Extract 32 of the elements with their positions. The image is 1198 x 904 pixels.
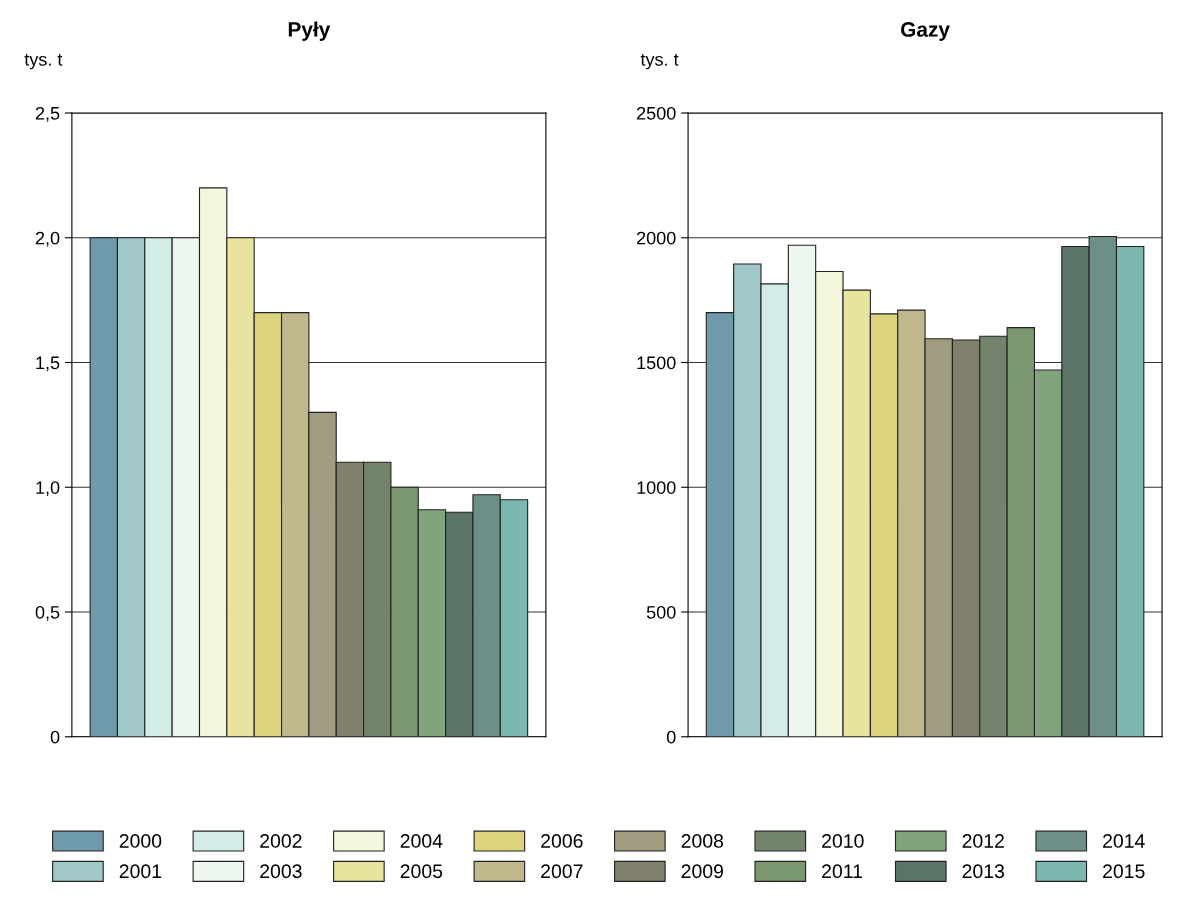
y-tick-label: 1000 <box>637 481 676 494</box>
y-tick-label: 0 <box>50 730 60 744</box>
legend-label: 2007 <box>541 864 583 879</box>
y-tick-label: 0 <box>666 730 676 744</box>
legend-label: 2013 <box>962 864 1005 879</box>
legend-label: 2004 <box>400 834 443 848</box>
y-axis-title: tys. t <box>640 53 679 70</box>
chart-title: Pyły <box>288 21 331 41</box>
y-tick-label: 2500 <box>637 106 676 120</box>
chart-title: Gazy <box>901 22 950 41</box>
y-tick-label: 1,5 <box>36 356 60 372</box>
legend-label: 2003 <box>260 864 302 879</box>
y-tick-label: 2,0 <box>35 231 60 247</box>
legend-label: 2014 <box>1103 834 1145 848</box>
y-tick-label: 2,5 <box>35 106 60 122</box>
y-tick-label: 0,5 <box>35 605 60 621</box>
legend-label: 2002 <box>260 834 302 848</box>
legend-label: 2005 <box>400 864 443 879</box>
legend-label: 2009 <box>681 864 723 879</box>
legend-label: 2001 <box>119 864 162 879</box>
legend-label: 2011 <box>822 864 863 879</box>
y-axis-title: tys. t <box>24 53 63 70</box>
legend-label: 2008 <box>681 834 724 848</box>
y-tick-label: 1,0 <box>36 481 60 497</box>
legend-label: 2006 <box>541 834 583 848</box>
legend-label: 2012 <box>962 834 1004 848</box>
legend-label: 2015 <box>1103 864 1145 879</box>
legend-label: 2010 <box>822 834 864 848</box>
legend-label: 2000 <box>119 834 162 848</box>
y-tick-label: 1500 <box>637 356 676 370</box>
y-tick-label: 2000 <box>637 231 676 245</box>
y-tick-label: 500 <box>646 605 676 619</box>
